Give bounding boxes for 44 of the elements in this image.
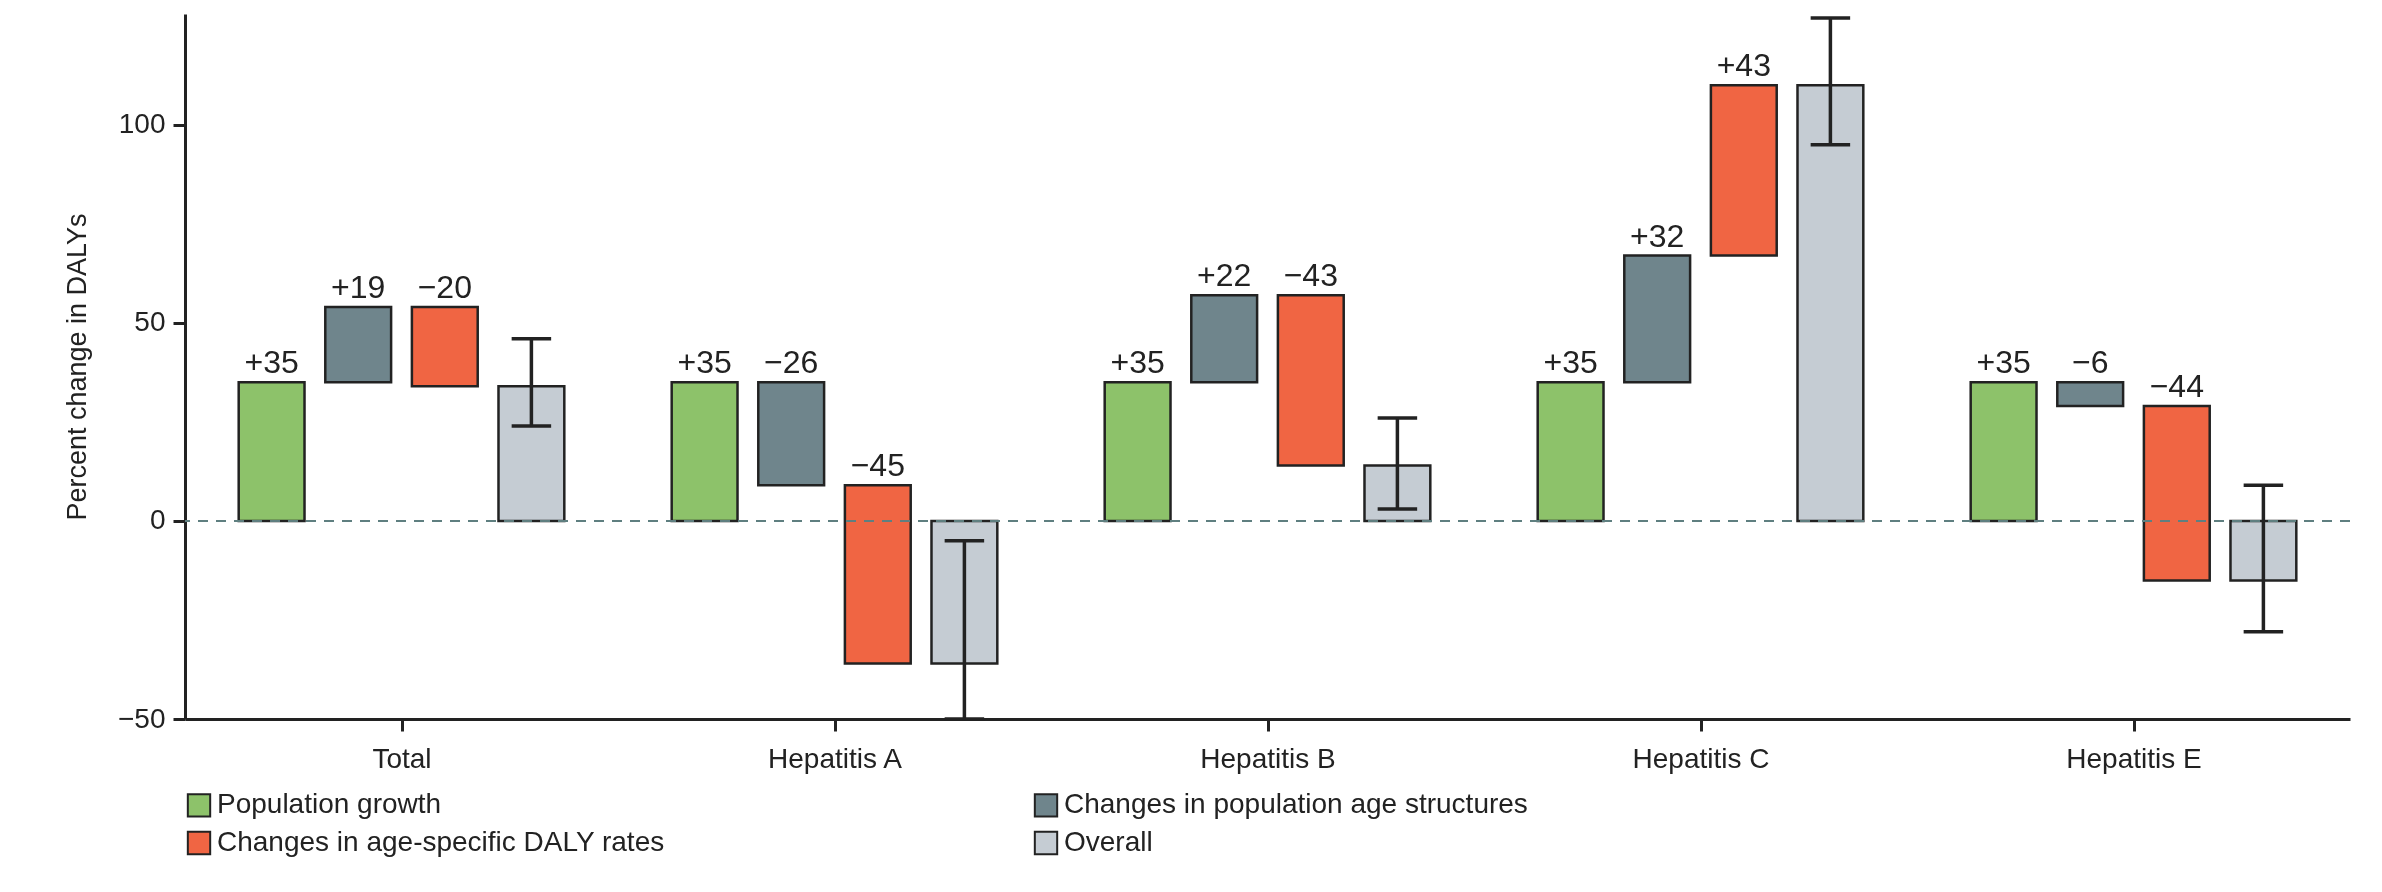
data-label: +22: [1197, 257, 1252, 294]
y-tick-label: 50: [134, 306, 166, 338]
bar: [1536, 381, 1605, 523]
legend-label: Changes in population age structures: [1064, 788, 1528, 820]
bar: [843, 484, 912, 665]
bar: [1969, 381, 2038, 523]
bar: [2142, 404, 2211, 582]
bar: [324, 305, 393, 384]
bar: [670, 381, 739, 523]
data-label: +35: [1976, 344, 2031, 381]
y-tick-label: −50: [118, 702, 166, 734]
legend-label: Population growth: [217, 788, 442, 820]
y-tick-label: 0: [149, 504, 166, 536]
bar: [757, 381, 826, 487]
data-label: −45: [850, 447, 905, 484]
x-tick-label: Hepatitis A: [768, 742, 903, 774]
bar: [410, 305, 479, 388]
data-label: +35: [244, 344, 299, 381]
y-tick-label: 100: [118, 108, 166, 140]
bar: [1190, 293, 1259, 384]
data-label: +32: [1630, 217, 1685, 254]
bar: [1709, 84, 1778, 257]
bar: [1623, 254, 1692, 384]
data-label: +19: [331, 269, 386, 306]
bar: [1103, 381, 1172, 523]
legend-label: Changes in age-specific DALY rates: [217, 826, 665, 857]
bar: [2056, 381, 2125, 408]
data-label: +43: [1716, 47, 1771, 84]
data-label: −44: [2149, 368, 2204, 405]
data-label: +35: [1543, 344, 1598, 381]
x-tick-label: Hepatitis E: [2066, 742, 2202, 774]
data-label: −20: [417, 269, 472, 306]
data-label: −43: [1283, 257, 1338, 294]
data-label: +35: [1110, 344, 1165, 381]
y-axis-title: Percent change in DALYs: [62, 213, 92, 521]
data-label: −26: [764, 344, 819, 381]
data-label: +35: [677, 344, 732, 381]
x-tick-label: Hepatitis B: [1200, 742, 1336, 774]
data-label: −6: [2071, 344, 2109, 381]
bar: [237, 381, 306, 523]
x-tick-label: Total: [372, 742, 432, 774]
bar: [1276, 293, 1345, 467]
x-tick-label: Hepatitis C: [1632, 742, 1770, 774]
legend-label: Overall: [1064, 826, 1153, 857]
